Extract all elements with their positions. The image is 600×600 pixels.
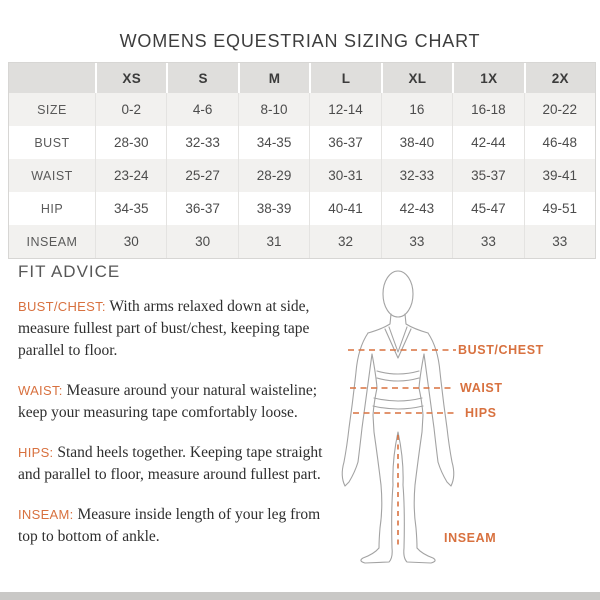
body-measurement-diagram: BUST/CHEST WAIST HIPS INSEAM [332, 260, 600, 578]
row-label-size: SIZE [37, 102, 67, 117]
fit-advice-item-hips: HIPS: Stand heels together. Keeping tape… [18, 444, 323, 483]
fit-advice-section: FIT ADVICE BUST/CHEST: With arms relaxed… [18, 262, 332, 548]
size-chart-table: XS S M L XL 1X 2X SIZE 0-2 4-6 8-10 12-14 16 16-18 20-… [8, 62, 596, 259]
figure-head [382, 270, 414, 318]
size-chart-col-l: L [309, 63, 380, 93]
size-chart-col-2x: 2X [523, 63, 595, 93]
size-cell: 8-10 [237, 93, 309, 126]
fit-advice-list: BUST/CHEST: With arms relaxed down at si… [18, 296, 332, 548]
size-cell: 39-41 [523, 159, 595, 192]
size-cell: 46-48 [523, 126, 595, 159]
row-label-inseam: INSEAM [26, 234, 78, 249]
size-chart-row-inseam: INSEAM 30 30 31 32 33 33 33 [9, 225, 595, 258]
diagram-label-inseam: INSEAM [444, 531, 497, 545]
size-cell: 33 [380, 225, 452, 258]
diagram-label-waist: WAIST [460, 381, 503, 395]
size-cell: 20-22 [523, 93, 595, 126]
size-cell: 33 [452, 225, 523, 258]
size-cell: 32-33 [166, 126, 237, 159]
size-cell: 42-44 [452, 126, 523, 159]
size-cell: 38-39 [237, 192, 309, 225]
fit-advice-item-bust-chest: BUST/CHEST: With arms relaxed down at si… [18, 298, 310, 359]
measurement-dashed-lines [348, 349, 456, 546]
size-chart-row-hip: HIP 34-35 36-37 38-39 40-41 42-43 45-47 49-51 [9, 192, 595, 225]
fit-advice-item-inseam: INSEAM: Measure inside length of your le… [18, 506, 321, 545]
size-cell: 45-47 [452, 192, 523, 225]
size-chart-col-xl: XL [380, 63, 452, 93]
size-cell: 28-29 [237, 159, 309, 192]
size-cell: 34-35 [237, 126, 309, 159]
diagram-label-bust: BUST/CHEST [458, 343, 544, 357]
size-cell: 40-41 [309, 192, 380, 225]
size-chart-header-row: XS S M L XL 1X 2X [9, 63, 595, 93]
size-chart-row-waist: WAIST 23-24 25-27 28-29 30-31 32-33 35-37 39-41 [9, 159, 595, 192]
size-cell: 16-18 [452, 93, 523, 126]
figure-outline [341, 270, 455, 564]
size-cell: 42-43 [380, 192, 452, 225]
size-chart-col-m: M [237, 63, 309, 93]
size-cell: 4-6 [166, 93, 237, 126]
size-chart-corner-cell [9, 63, 95, 93]
size-cell: 31 [237, 225, 309, 258]
diagram-label-hips: HIPS [465, 406, 497, 420]
row-label-bust: BUST [34, 135, 70, 150]
fit-advice-label-bust-chest: BUST/CHEST: [18, 299, 106, 314]
size-cell: 34-35 [95, 192, 166, 225]
bottom-bar [0, 592, 600, 600]
fit-advice-label-hips: HIPS: [18, 445, 54, 460]
size-cell: 12-14 [309, 93, 380, 126]
fit-advice-label-waist: WAIST: [18, 383, 63, 398]
fit-advice-item-waist: WAIST: Measure around your natural waist… [18, 382, 318, 421]
size-cell: 49-51 [523, 192, 595, 225]
size-chart-col-s: S [166, 63, 237, 93]
row-label-hip: HIP [40, 201, 64, 216]
size-cell: 23-24 [95, 159, 166, 192]
size-cell: 35-37 [452, 159, 523, 192]
size-cell: 32 [309, 225, 380, 258]
size-cell: 25-27 [166, 159, 237, 192]
row-label-waist: WAIST [31, 168, 73, 183]
size-cell: 16 [380, 93, 452, 126]
size-cell: 38-40 [380, 126, 452, 159]
size-chart-row-size: SIZE 0-2 4-6 8-10 12-14 16 16-18 20-22 [9, 93, 595, 126]
size-cell: 32-33 [380, 159, 452, 192]
size-cell: 33 [523, 225, 595, 258]
page-title: WOMENS EQUESTRIAN SIZING CHART [119, 31, 481, 51]
size-chart-row-bust: BUST 28-30 32-33 34-35 36-37 38-40 42-44 46-48 [9, 126, 595, 159]
size-chart-col-xs: XS [95, 63, 166, 93]
size-cell: 36-37 [309, 126, 380, 159]
size-chart-col-1x: 1X [452, 63, 523, 93]
fit-advice-label-inseam: INSEAM: [18, 507, 74, 522]
size-cell: 0-2 [95, 93, 166, 126]
size-cell: 30-31 [309, 159, 380, 192]
body-outline-figure [341, 270, 456, 564]
size-cell: 28-30 [95, 126, 166, 159]
fit-advice-heading: FIT ADVICE [18, 262, 121, 281]
size-cell: 30 [95, 225, 166, 258]
size-cell: 36-37 [166, 192, 237, 225]
size-cell: 30 [166, 225, 237, 258]
